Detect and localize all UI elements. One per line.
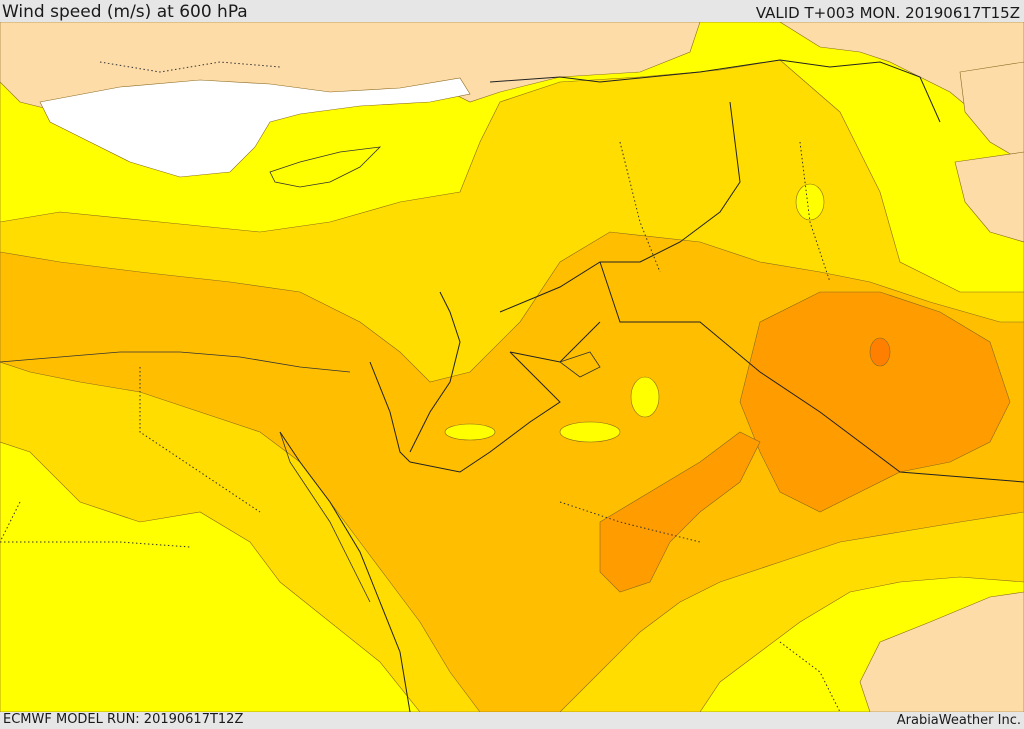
- footer-bar: ECMWF MODEL RUN: 20190617T12Z ArabiaWeat…: [0, 712, 1024, 729]
- band-4-region: [739, 291, 1011, 513]
- header-bar: Wind speed (m/s) at 600 hPa VALID T+003 …: [0, 0, 1024, 22]
- admin-boundary: [799, 141, 831, 283]
- coastline: [269, 146, 382, 188]
- border-line: [369, 361, 411, 463]
- band-4-south: [599, 431, 761, 593]
- band-5-core: [869, 337, 891, 367]
- admin-boundary: [0, 501, 21, 543]
- coastline: [0, 351, 351, 373]
- admin-boundary: [559, 501, 701, 543]
- band-1-patch: [444, 423, 496, 441]
- valid-time: VALID T+003 MON. 20190617T15Z: [755, 4, 1020, 22]
- border-line: [489, 59, 941, 123]
- coastline: [279, 431, 371, 603]
- admin-boundary: [779, 641, 841, 712]
- land-iran-east: [954, 151, 1024, 243]
- land-iran-north: [959, 61, 1024, 163]
- border-line: [499, 101, 741, 313]
- band-1-patch: [630, 376, 660, 418]
- coastline: [559, 351, 601, 378]
- admin-boundary: [0, 541, 191, 548]
- border-line: [599, 261, 1024, 483]
- map-title: Wind speed (m/s) at 600 hPa: [2, 2, 248, 22]
- border-line: [409, 351, 561, 473]
- border-line: [279, 431, 411, 712]
- model-run: ECMWF MODEL RUN: 20190617T12Z: [3, 712, 244, 727]
- border-line: [409, 291, 461, 453]
- credit: ArabiaWeather Inc.: [896, 713, 1021, 728]
- band-1-patch: [559, 421, 621, 443]
- wind-speed-map[interactable]: [0, 22, 1024, 712]
- band-1-patch: [795, 183, 825, 221]
- land-southeast: [859, 591, 1024, 712]
- calm-area: [39, 77, 471, 178]
